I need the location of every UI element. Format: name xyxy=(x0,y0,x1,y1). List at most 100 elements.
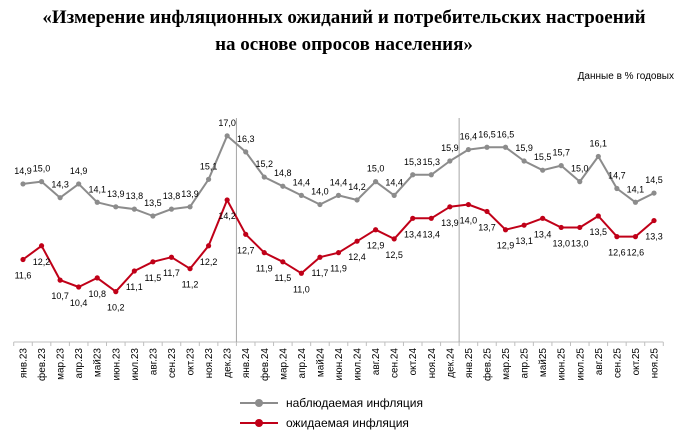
data-point xyxy=(150,259,156,265)
data-label: 17,0 xyxy=(218,118,236,128)
data-point xyxy=(57,277,63,283)
data-label: 13,5 xyxy=(590,227,608,237)
data-label: 16,4 xyxy=(460,132,478,142)
data-point xyxy=(205,243,212,249)
data-label: 11,7 xyxy=(163,268,180,278)
data-label: 13,8 xyxy=(163,191,181,201)
data-label: 14,8 xyxy=(274,168,292,178)
data-label: 13,5 xyxy=(144,198,162,208)
x-tick-label: сен.23 xyxy=(167,348,178,378)
data-point xyxy=(502,227,509,233)
data-point xyxy=(20,181,26,187)
data-point xyxy=(317,254,323,260)
data-point xyxy=(577,179,583,185)
data-point xyxy=(335,192,342,198)
data-point xyxy=(280,183,286,189)
data-point xyxy=(113,289,119,295)
data-label: 14,7 xyxy=(608,171,626,181)
data-point xyxy=(205,176,212,182)
data-label: 14,9 xyxy=(70,166,88,176)
x-tick-label: ноя.23 xyxy=(204,348,215,379)
x-tick-label: май24 xyxy=(315,348,326,378)
data-point xyxy=(261,174,267,180)
x-tick-label: окт.24 xyxy=(408,348,419,376)
data-point xyxy=(57,195,63,201)
data-point xyxy=(447,204,453,210)
data-label: 12,9 xyxy=(367,241,385,251)
data-point xyxy=(614,185,620,192)
data-label: 12,2 xyxy=(33,257,51,267)
data-point xyxy=(540,167,546,173)
data-point xyxy=(168,206,175,212)
x-tick-label: авг.23 xyxy=(148,348,159,376)
data-label: 10,2 xyxy=(107,303,125,313)
x-tick-label: фев.24 xyxy=(259,348,271,381)
x-tick-label: апр.25 xyxy=(520,348,531,379)
data-label: 14,2 xyxy=(348,182,366,192)
data-label: 11,5 xyxy=(274,273,291,283)
data-label: 15,0 xyxy=(367,164,385,174)
data-point xyxy=(558,224,564,231)
data-label: 14,1 xyxy=(88,184,106,194)
data-label: 14,5 xyxy=(645,175,663,185)
data-label: 13,4 xyxy=(423,229,441,239)
units-note: Данные в % годовых xyxy=(577,71,674,82)
data-point xyxy=(94,199,100,205)
data-label: 12,6 xyxy=(627,248,645,258)
data-point xyxy=(20,256,26,263)
data-point xyxy=(298,192,304,198)
data-point xyxy=(280,259,286,265)
x-tick-label: сен.24 xyxy=(390,348,401,378)
data-point xyxy=(131,268,137,274)
legend: наблюдаемая инфляция ожидаемая инфляция xyxy=(240,393,423,433)
data-label: 15,9 xyxy=(515,143,533,153)
x-tick-label: май23 xyxy=(93,348,104,378)
data-label: 12,6 xyxy=(608,248,626,258)
data-point xyxy=(521,222,527,228)
data-label: 11,6 xyxy=(15,271,32,281)
data-label: 14,4 xyxy=(293,177,311,187)
data-point xyxy=(391,192,397,198)
x-tick-label: июн.23 xyxy=(111,348,122,381)
data-label: 13,7 xyxy=(478,222,496,232)
data-point xyxy=(373,179,379,185)
data-label: 12,2 xyxy=(200,257,218,267)
data-label: 14,0 xyxy=(460,216,478,226)
x-tick-label: дек.24 xyxy=(445,348,456,378)
data-label: 13,0 xyxy=(552,238,570,248)
x-tick-label: окт.25 xyxy=(631,348,642,376)
data-label: 10,7 xyxy=(51,291,69,301)
x-tick-label: июн.24 xyxy=(334,348,345,381)
data-label: 13,4 xyxy=(404,229,422,239)
data-point xyxy=(502,144,509,150)
data-point xyxy=(261,250,267,256)
x-tick-label: мар.25 xyxy=(501,348,512,380)
x-tick-label: фев.23 xyxy=(36,348,48,381)
data-label: 14,1 xyxy=(627,184,645,194)
data-label: 16,1 xyxy=(590,138,608,148)
data-point xyxy=(410,172,416,178)
data-label: 13,9 xyxy=(181,189,199,199)
data-label: 13,9 xyxy=(441,218,459,228)
data-label: 14,4 xyxy=(385,177,403,187)
x-tick-label: сен.25 xyxy=(612,348,623,378)
data-point xyxy=(187,266,193,272)
data-point xyxy=(410,215,416,221)
x-tick-label: апр.24 xyxy=(297,348,308,379)
data-point xyxy=(484,208,490,215)
data-point xyxy=(354,197,360,203)
data-label: 16,5 xyxy=(497,129,515,139)
data-point xyxy=(428,172,434,178)
data-label: 13,9 xyxy=(107,189,125,199)
x-tick-label: авг.24 xyxy=(371,348,382,376)
data-point xyxy=(317,201,323,208)
data-label: 12,4 xyxy=(348,252,366,262)
data-point xyxy=(38,179,45,185)
data-label: 14,4 xyxy=(330,177,348,187)
x-tick-label: июл.25 xyxy=(575,348,586,381)
legend-item-expected: ожидаемая инфляция xyxy=(240,413,423,433)
data-label: 16,3 xyxy=(237,134,255,144)
data-label: 15,0 xyxy=(33,164,51,174)
data-label: 15,5 xyxy=(534,152,552,162)
